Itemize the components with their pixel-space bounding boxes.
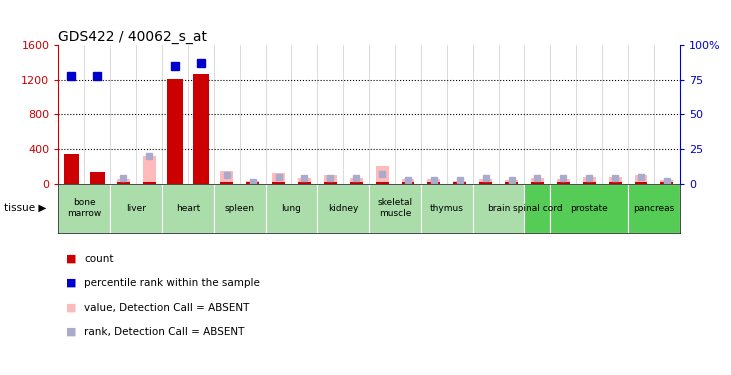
Text: rank, Detection Call = ABSENT: rank, Detection Call = ABSENT	[84, 327, 244, 337]
Bar	[480, 182, 492, 184]
Bar	[635, 182, 648, 184]
Bar	[64, 154, 79, 184]
Text: thymus: thymus	[430, 204, 463, 213]
Text: tissue ▶: tissue ▶	[4, 203, 46, 213]
Text: heart: heart	[175, 204, 200, 213]
Bar	[143, 182, 156, 184]
Text: ■: ■	[66, 327, 76, 337]
Bar	[265, 184, 317, 232]
Bar	[117, 178, 129, 184]
Bar	[557, 182, 569, 184]
Bar	[376, 166, 389, 184]
Bar	[324, 175, 337, 184]
Bar	[117, 182, 129, 184]
Bar	[583, 182, 596, 184]
Bar	[453, 181, 466, 184]
Text: spinal cord: spinal cord	[512, 204, 562, 213]
Bar	[401, 178, 414, 184]
Bar	[473, 184, 525, 232]
Bar	[401, 182, 414, 184]
Bar	[167, 79, 183, 184]
Bar	[428, 178, 440, 184]
Bar	[349, 178, 363, 184]
Bar	[349, 182, 363, 184]
Text: liver: liver	[126, 204, 146, 213]
Bar	[531, 178, 544, 184]
Bar	[635, 175, 648, 184]
Bar	[220, 171, 233, 184]
Bar	[609, 177, 621, 184]
Bar	[376, 182, 389, 184]
Bar	[220, 182, 233, 184]
Bar	[272, 173, 285, 184]
Text: ■: ■	[66, 254, 76, 264]
Bar	[246, 182, 259, 184]
Text: brain: brain	[487, 204, 510, 213]
Bar	[531, 182, 544, 184]
Text: skeletal
muscle: skeletal muscle	[377, 198, 412, 218]
Bar	[369, 184, 421, 232]
Text: value, Detection Call = ABSENT: value, Detection Call = ABSENT	[84, 303, 249, 312]
Bar	[246, 181, 259, 184]
Bar	[525, 184, 550, 232]
Bar	[505, 180, 518, 184]
Text: spleen: spleen	[224, 204, 254, 213]
Text: GDS422 / 40062_s_at: GDS422 / 40062_s_at	[58, 30, 208, 44]
Bar	[317, 184, 369, 232]
Bar	[272, 182, 285, 184]
Bar	[324, 182, 337, 184]
Bar	[298, 178, 311, 184]
Bar	[505, 182, 518, 184]
Bar	[421, 184, 473, 232]
Bar	[480, 178, 492, 184]
Text: ■: ■	[66, 303, 76, 312]
Bar	[609, 182, 621, 184]
Text: ■: ■	[66, 278, 76, 288]
Text: count: count	[84, 254, 113, 264]
Text: pancreas: pancreas	[633, 204, 675, 213]
Text: lung: lung	[281, 204, 301, 213]
Bar	[162, 184, 213, 232]
Bar	[660, 180, 673, 184]
Bar	[298, 182, 311, 184]
Bar	[557, 179, 569, 184]
Text: kidney: kidney	[328, 204, 358, 213]
Bar	[660, 182, 673, 184]
Text: bone
marrow: bone marrow	[67, 198, 102, 218]
Bar	[89, 172, 105, 184]
Bar	[143, 156, 156, 184]
Text: percentile rank within the sample: percentile rank within the sample	[84, 278, 260, 288]
Bar	[58, 184, 110, 232]
Bar	[628, 184, 680, 232]
Bar	[110, 184, 162, 232]
Bar	[453, 182, 466, 184]
Bar	[583, 177, 596, 184]
Bar	[428, 182, 440, 184]
Text: prostate: prostate	[570, 204, 608, 213]
Bar	[213, 184, 265, 232]
Bar	[193, 74, 208, 184]
Bar	[550, 184, 628, 232]
